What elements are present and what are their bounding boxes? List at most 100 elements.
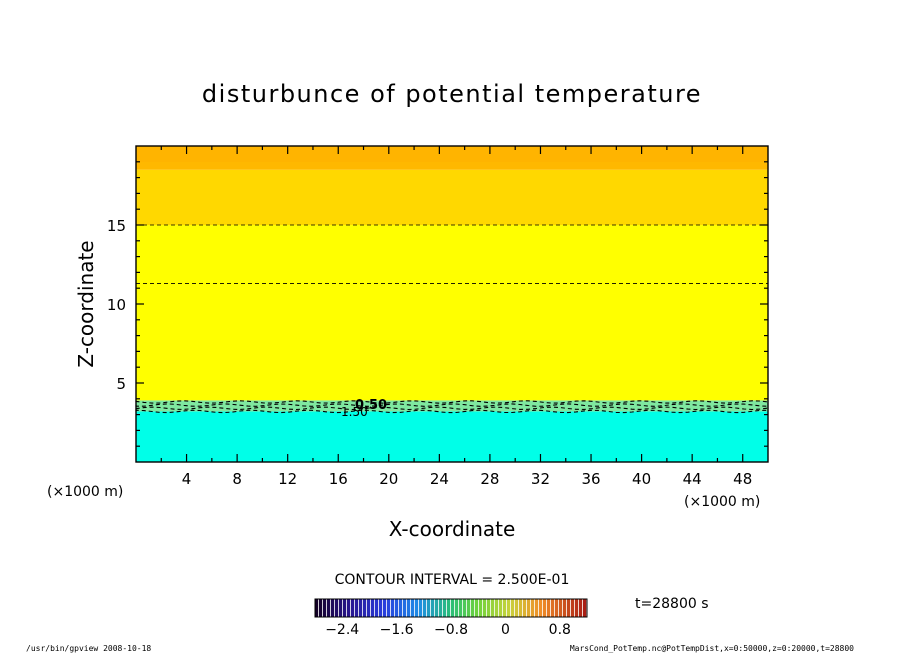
colorbar-cell bbox=[391, 599, 395, 617]
colorbar-tick-label: −0.8 bbox=[434, 622, 468, 638]
colorbar-cell bbox=[555, 599, 559, 617]
colorbar-tick-label: 0 bbox=[501, 622, 510, 638]
footer-left: /usr/bin/gpview 2008-10-18 bbox=[26, 644, 151, 653]
colorbar-cell bbox=[315, 599, 319, 617]
colorbar-cell bbox=[455, 599, 459, 617]
x-tick-label: 32 bbox=[531, 470, 550, 488]
colorbar-cell bbox=[563, 599, 567, 617]
colorbar-cell bbox=[419, 599, 423, 617]
contour-line bbox=[135, 409, 769, 414]
colorbar-cell bbox=[515, 599, 519, 617]
colorbar-cell bbox=[431, 599, 435, 617]
colorbar-cell bbox=[475, 599, 479, 617]
x-tick-label: 28 bbox=[480, 470, 499, 488]
colorbar-cell bbox=[559, 599, 563, 617]
plot-field bbox=[136, 146, 768, 462]
colorbar-cell bbox=[519, 599, 523, 617]
contour-label-0-50: 0.50 bbox=[355, 398, 387, 413]
colorbar-cell bbox=[575, 599, 579, 617]
colorbar-cell bbox=[379, 599, 383, 617]
y-tick-label: 10 bbox=[107, 296, 126, 314]
x-tick-label: 24 bbox=[430, 470, 449, 488]
colorbar-cell bbox=[359, 599, 363, 617]
colorbar-cell bbox=[479, 599, 483, 617]
colorbar-cell bbox=[527, 599, 531, 617]
colorbar-cell bbox=[415, 599, 419, 617]
colorbar-cell bbox=[323, 599, 327, 617]
chart-title: disturbunce of potential temperature bbox=[202, 80, 702, 108]
colorbar-cell bbox=[491, 599, 495, 617]
x-tick-label: 48 bbox=[733, 470, 752, 488]
colorbar-cell bbox=[535, 599, 539, 617]
colorbar-cell bbox=[339, 599, 343, 617]
colorbar-cell bbox=[507, 599, 511, 617]
field-band-top-shade bbox=[136, 146, 768, 162]
colorbar-cell bbox=[487, 599, 491, 617]
colorbar-cell bbox=[399, 599, 403, 617]
x-unit-left: (×1000 m) bbox=[47, 484, 123, 500]
contour-interval-label: CONTOUR INTERVAL = 2.500E-01 bbox=[335, 572, 570, 588]
colorbar-cell bbox=[375, 599, 379, 617]
colorbar-tick-label: −1.6 bbox=[380, 622, 414, 638]
contour-line bbox=[135, 406, 769, 411]
colorbar-cell bbox=[367, 599, 371, 617]
colorbar-cell bbox=[411, 599, 415, 617]
colorbar-cell bbox=[463, 599, 467, 617]
contour-label-1-50: 1.50 bbox=[341, 405, 368, 419]
colorbar bbox=[315, 599, 587, 617]
y-axis-label: Z-coordinate bbox=[74, 240, 98, 367]
y-tick-label: 15 bbox=[107, 217, 126, 235]
colorbar-cell bbox=[567, 599, 571, 617]
time-label: t=28800 s bbox=[635, 596, 709, 612]
x-tick-label: 20 bbox=[379, 470, 398, 488]
x-tick-label: 4 bbox=[182, 470, 192, 488]
colorbar-cell bbox=[407, 599, 411, 617]
colorbar-cell bbox=[511, 599, 515, 617]
x-tick-label: 12 bbox=[278, 470, 297, 488]
colorbar-cell bbox=[327, 599, 331, 617]
contour-lines bbox=[135, 224, 769, 414]
colorbar-cell bbox=[363, 599, 367, 617]
colorbar-cell bbox=[355, 599, 359, 617]
colorbar-cell bbox=[443, 599, 447, 617]
colorbar-cell bbox=[571, 599, 575, 617]
colorbar-cell bbox=[531, 599, 535, 617]
colorbar-cell bbox=[435, 599, 439, 617]
x-tick-label: 36 bbox=[581, 470, 600, 488]
x-axis-label: X-coordinate bbox=[389, 517, 516, 541]
colorbar-cell bbox=[383, 599, 387, 617]
colorbar-cell bbox=[447, 599, 451, 617]
colorbar-ticks: −2.4 −1.6 −0.8 0 0.8 bbox=[325, 622, 571, 638]
colorbar-cell bbox=[439, 599, 443, 617]
colorbar-cell bbox=[543, 599, 547, 617]
contour-line bbox=[135, 400, 769, 404]
colorbar-tick-label: −2.4 bbox=[325, 622, 359, 638]
colorbar-cell bbox=[499, 599, 503, 617]
colorbar-cell bbox=[395, 599, 399, 617]
colorbar-cell bbox=[451, 599, 455, 617]
x-tick-label: 40 bbox=[632, 470, 651, 488]
colorbar-cell bbox=[467, 599, 471, 617]
colorbar-cell bbox=[343, 599, 347, 617]
field-band-light-orange bbox=[136, 169, 768, 225]
colorbar-cell bbox=[347, 599, 351, 617]
colorbar-cell bbox=[403, 599, 407, 617]
colorbar-tick-label: 0.8 bbox=[549, 622, 571, 638]
colorbar-cell bbox=[539, 599, 543, 617]
colorbar-cell bbox=[583, 599, 587, 617]
x-unit-right: (×1000 m) bbox=[684, 494, 760, 510]
colorbar-cell bbox=[319, 599, 323, 617]
colorbar-cell bbox=[471, 599, 475, 617]
field-band-yellow bbox=[136, 225, 768, 401]
colorbar-cell bbox=[551, 599, 555, 617]
colorbar-cell bbox=[523, 599, 527, 617]
colorbar-cell bbox=[371, 599, 375, 617]
colorbar-cell bbox=[459, 599, 463, 617]
colorbar-frame bbox=[314, 598, 588, 618]
colorbar-cell bbox=[387, 599, 391, 617]
colorbar-cell bbox=[495, 599, 499, 617]
colorbar-cell bbox=[331, 599, 335, 617]
x-tick-label: 44 bbox=[683, 470, 702, 488]
colorbar-cell bbox=[547, 599, 551, 617]
